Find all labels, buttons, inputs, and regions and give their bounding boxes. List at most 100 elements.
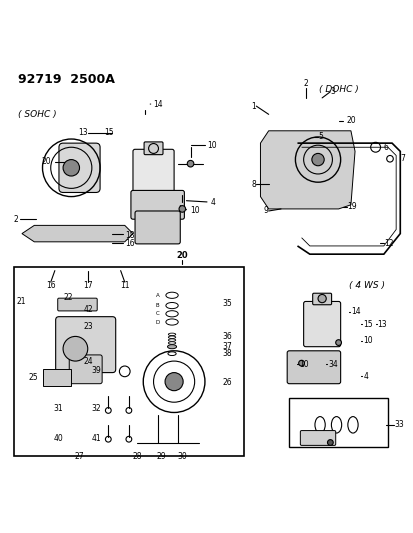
Text: 10: 10 (362, 336, 372, 345)
Text: 38: 38 (221, 349, 231, 358)
Text: 7: 7 (399, 154, 404, 163)
Circle shape (63, 159, 79, 176)
Text: 10: 10 (299, 360, 309, 369)
Polygon shape (260, 131, 354, 209)
Text: ( SOHC ): ( SOHC ) (18, 110, 56, 119)
Text: 14: 14 (350, 307, 360, 316)
Text: 19: 19 (346, 203, 356, 212)
Ellipse shape (347, 417, 357, 433)
Text: 14: 14 (153, 100, 163, 109)
Circle shape (327, 440, 332, 446)
Ellipse shape (166, 303, 178, 309)
Text: 15: 15 (362, 320, 372, 328)
Text: 34: 34 (328, 360, 337, 369)
Text: 25: 25 (29, 373, 38, 382)
Text: 36: 36 (221, 332, 231, 341)
Ellipse shape (166, 292, 178, 298)
FancyBboxPatch shape (135, 211, 180, 244)
Circle shape (298, 360, 304, 366)
Text: 2: 2 (303, 79, 307, 87)
Text: 4: 4 (211, 198, 216, 207)
Text: A: A (155, 293, 159, 298)
Text: 41: 41 (92, 434, 101, 443)
Text: 24: 24 (83, 357, 93, 366)
Circle shape (335, 340, 341, 345)
Text: ( 4 WS ): ( 4 WS ) (349, 280, 385, 289)
Text: B: B (155, 303, 159, 308)
Text: ( DOHC ): ( DOHC ) (318, 85, 358, 94)
Bar (14, 266, 243, 456)
Text: 8: 8 (251, 180, 256, 189)
Text: 2: 2 (13, 215, 18, 224)
Text: 92719  2500A: 92719 2500A (18, 73, 114, 86)
Text: 3: 3 (330, 87, 335, 96)
FancyBboxPatch shape (144, 142, 163, 155)
Text: 42: 42 (83, 305, 93, 314)
FancyBboxPatch shape (131, 190, 184, 219)
Text: 11: 11 (120, 280, 129, 289)
FancyBboxPatch shape (57, 298, 97, 311)
Text: 30: 30 (177, 453, 187, 462)
FancyBboxPatch shape (299, 431, 335, 446)
Text: 20: 20 (41, 157, 51, 166)
Text: 13: 13 (377, 320, 386, 328)
Text: 4: 4 (362, 372, 367, 381)
FancyBboxPatch shape (59, 143, 100, 192)
Circle shape (63, 336, 88, 361)
Text: 18: 18 (124, 231, 134, 240)
Text: 20: 20 (176, 252, 188, 260)
Text: 5: 5 (317, 133, 322, 141)
Polygon shape (22, 225, 133, 242)
Text: D: D (155, 319, 159, 325)
Text: 26: 26 (221, 378, 231, 387)
Text: 31: 31 (53, 404, 63, 413)
Ellipse shape (166, 319, 178, 325)
Text: 21: 21 (17, 297, 26, 306)
FancyBboxPatch shape (55, 317, 115, 373)
FancyBboxPatch shape (287, 351, 340, 384)
Polygon shape (34, 266, 116, 283)
Text: 37: 37 (221, 342, 231, 351)
Circle shape (311, 154, 323, 166)
Text: 23: 23 (83, 321, 93, 330)
FancyBboxPatch shape (312, 293, 331, 305)
Ellipse shape (167, 345, 176, 349)
FancyBboxPatch shape (69, 355, 102, 384)
Text: 29: 29 (157, 453, 166, 462)
Text: 35: 35 (221, 299, 231, 308)
Ellipse shape (168, 342, 176, 344)
Text: 20: 20 (346, 116, 356, 125)
Circle shape (178, 206, 185, 212)
Text: 12: 12 (383, 239, 392, 248)
Text: 9: 9 (263, 206, 268, 215)
Text: 40: 40 (53, 434, 63, 443)
Text: 17: 17 (83, 280, 93, 289)
Text: 10: 10 (206, 141, 216, 150)
FancyBboxPatch shape (303, 302, 340, 346)
Text: 32: 32 (92, 404, 101, 413)
Circle shape (187, 160, 193, 167)
Circle shape (317, 294, 325, 303)
Text: 10: 10 (190, 206, 200, 215)
Text: 13: 13 (78, 128, 88, 138)
Text: 15: 15 (104, 128, 114, 138)
Text: 6: 6 (383, 143, 388, 152)
Text: C: C (155, 311, 159, 316)
Bar (289, 398, 387, 447)
Text: 16: 16 (124, 239, 134, 248)
Polygon shape (43, 369, 71, 386)
Ellipse shape (166, 311, 178, 317)
Ellipse shape (168, 339, 176, 341)
FancyBboxPatch shape (133, 149, 174, 203)
Text: 33: 33 (393, 421, 403, 429)
Ellipse shape (330, 417, 341, 433)
Text: 16: 16 (46, 280, 55, 289)
Circle shape (165, 373, 183, 391)
Text: 27: 27 (74, 453, 84, 462)
Text: 28: 28 (132, 453, 142, 462)
Text: 1: 1 (251, 102, 256, 111)
Text: 39: 39 (92, 366, 101, 375)
Ellipse shape (168, 336, 176, 338)
Ellipse shape (168, 352, 176, 356)
Ellipse shape (314, 417, 325, 433)
